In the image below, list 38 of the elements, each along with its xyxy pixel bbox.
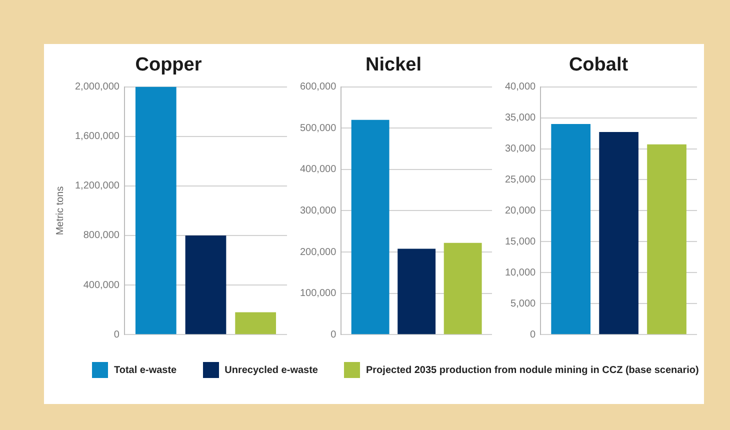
bar	[444, 242, 482, 334]
chart-title: Nickel	[366, 54, 422, 76]
chart-title: Copper	[135, 54, 202, 76]
y-tick-label: 2,000,000	[74, 82, 120, 93]
y-tick-label: 400,000	[300, 164, 337, 176]
legend-label: Total e-waste	[114, 364, 177, 376]
bar	[599, 132, 638, 334]
y-tick-label: 600,000	[300, 82, 337, 93]
y-tick-label: 200,000	[300, 246, 337, 258]
y-tick-label: 100,000	[300, 288, 337, 300]
y-tick-label: 1,200,000	[74, 180, 120, 192]
y-tick-label: 500,000	[300, 122, 337, 134]
bar	[235, 312, 276, 334]
y-tick-label: 400,000	[83, 280, 120, 291]
y-tick-label: 20,000	[504, 205, 536, 216]
legend-label: Unrecycled e-waste	[224, 364, 318, 376]
y-tick-label: 35,000	[504, 112, 536, 124]
y-tick-label: 30,000	[504, 144, 536, 154]
bar	[647, 144, 686, 334]
y-axis-title: Metric tons	[54, 186, 66, 236]
bar	[185, 235, 226, 334]
y-tick-label: 0	[530, 329, 536, 340]
y-tick-label: 1,600,000	[74, 131, 120, 142]
y-tick-label: 300,000	[300, 205, 337, 216]
bar	[551, 124, 590, 334]
bar	[398, 248, 436, 334]
bar	[351, 120, 390, 334]
legend-label: Projected 2035 production from nodule mining in CCZ (base scenario)	[366, 364, 699, 376]
y-tick-label: 25,000	[504, 174, 536, 186]
bar	[135, 86, 176, 334]
chart-title: Cobalt	[568, 54, 629, 76]
y-tick-label: 800,000	[83, 230, 120, 242]
y-tick-label: 0	[114, 329, 120, 340]
y-tick-label: 5,000	[510, 298, 536, 310]
y-tick-label: 40,000	[504, 82, 536, 93]
y-tick-label: 15,000	[504, 236, 536, 248]
y-tick-label: 10,000	[504, 267, 536, 278]
y-tick-label: 0	[330, 329, 337, 340]
